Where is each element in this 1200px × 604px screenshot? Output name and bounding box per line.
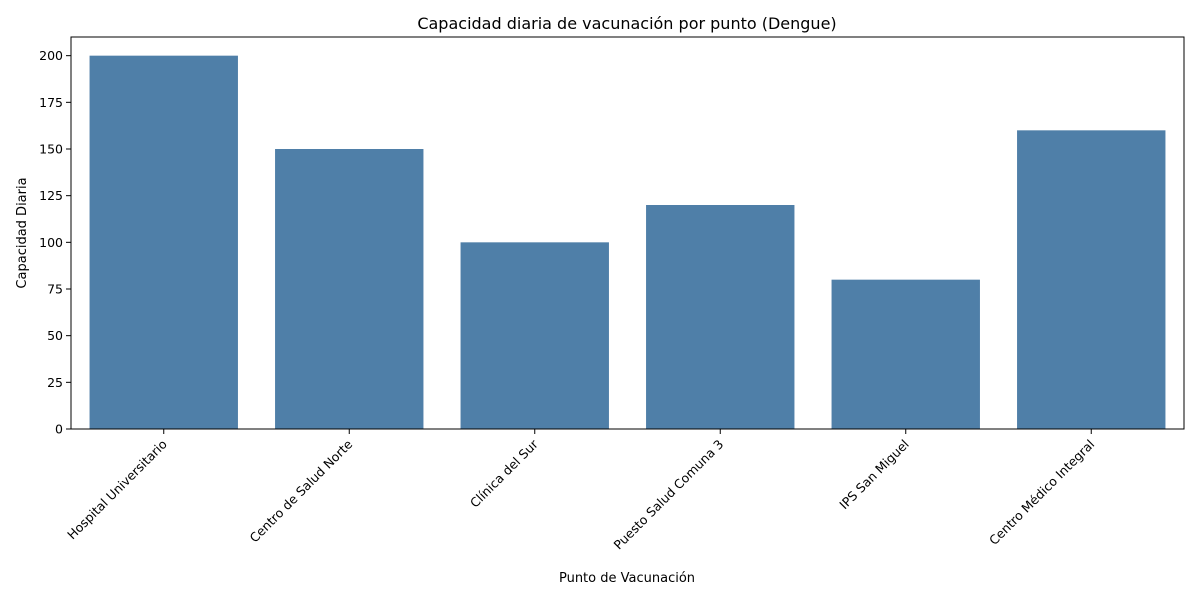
x-axis: Hospital Universitario Centro de Salud No… xyxy=(64,429,1097,552)
y-tick-label-0: 0 xyxy=(55,422,63,437)
chart-title: Capacidad diaria de vacunación por punto… xyxy=(417,14,836,33)
y-tick-label-3: 75 xyxy=(47,282,63,297)
plot-frame xyxy=(70,36,1185,430)
bar-4 xyxy=(831,279,980,429)
y-tick-label-5: 125 xyxy=(39,188,63,203)
bar-1 xyxy=(275,149,424,429)
y-tick-label-1: 25 xyxy=(47,375,63,390)
x-tick-label-2: Clínica del Sur xyxy=(467,436,542,511)
bar-0 xyxy=(89,55,238,430)
x-tick-label-0: Hospital Universitario xyxy=(64,437,170,543)
x-axis-label: Punto de Vacunación xyxy=(559,571,695,586)
bars-layer xyxy=(89,55,1166,430)
x-tick-label-5: Centro Médico Integral xyxy=(986,437,1097,548)
bar-3 xyxy=(646,205,795,429)
y-axis: 0 25 50 75 100 125 150 175 200 xyxy=(39,48,71,437)
y-tick-label-7: 175 xyxy=(39,95,63,110)
x-tick-label-4: IPS San Miguel xyxy=(836,437,912,513)
y-axis-label: Capacidad Diaria xyxy=(15,177,30,288)
y-tick-label-8: 200 xyxy=(39,48,63,63)
bar-5 xyxy=(1017,130,1166,429)
y-tick-label-2: 50 xyxy=(47,328,63,343)
y-tick-label-4: 100 xyxy=(39,235,63,250)
x-tick-label-1: Centro de Salud Norte xyxy=(247,436,356,545)
x-tick-label-3: Puesto Salud Comuna 3 xyxy=(611,437,727,553)
y-tick-label-6: 150 xyxy=(39,142,63,157)
bar-2 xyxy=(460,242,609,429)
